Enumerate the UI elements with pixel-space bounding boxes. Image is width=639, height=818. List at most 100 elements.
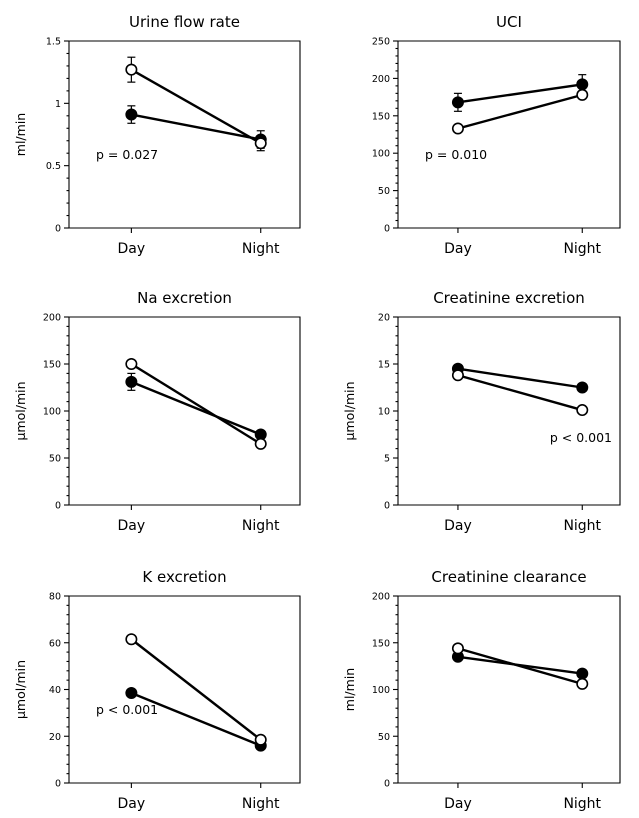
p-value-annotation: p = 0.010	[425, 147, 487, 162]
chart-panel-2: UCI 0 50 100 150 200 250 Day Night p = 0.010	[372, 13, 621, 257]
plot-frame	[68, 595, 301, 784]
x-tick-label: Night	[242, 241, 280, 257]
chart-panel-6: Creatinine clearance ml/min 0 50 100 150 200 Da…	[342, 568, 621, 812]
x-tick-label: Night	[242, 796, 280, 812]
data-point-open	[576, 677, 589, 690]
y-axis-label: μmol/min	[342, 381, 357, 440]
plot-frame	[397, 40, 621, 229]
chart-title: Na excretion	[137, 289, 232, 307]
y-tick-label: 0	[55, 501, 61, 512]
y-tick-label: 0	[55, 779, 61, 790]
y-tick-label: 50	[49, 454, 61, 465]
y-tick-label: 200	[372, 592, 390, 603]
plot-frame	[397, 595, 621, 784]
data-point-open	[451, 369, 464, 382]
y-tick-label: 150	[372, 638, 390, 649]
data-point-filled	[125, 375, 138, 388]
y-tick-label: 200	[372, 74, 390, 85]
x-tick-label: Night	[563, 796, 601, 812]
data-point-filled	[125, 108, 138, 121]
x-tick-label: Night	[563, 241, 601, 257]
data-point-filled	[125, 687, 138, 700]
y-tick-label: 0	[384, 224, 390, 235]
y-axis-label: ml/min	[342, 668, 357, 711]
x-tick-label: Night	[563, 518, 601, 534]
series-line-open	[457, 93, 583, 130]
y-tick-label: 0.5	[46, 161, 61, 172]
series-line-open	[457, 647, 583, 686]
data-point-open	[254, 437, 267, 450]
y-tick-label: 0	[55, 224, 61, 235]
x-tick-label: Night	[242, 518, 280, 534]
x-tick-label: Day	[444, 241, 472, 257]
data-point-open	[576, 88, 589, 101]
y-axis-label: ml/min	[13, 113, 28, 156]
x-tick-label: Day	[118, 796, 146, 812]
y-tick-label: 50	[378, 732, 390, 743]
chart-title: Creatinine excretion	[433, 289, 585, 307]
chart-panel-1: Urine flow rate ml/min 0 0.5 1 1.5 Day Night p =…	[13, 13, 301, 257]
y-tick-label: 5	[384, 454, 390, 465]
data-point-open	[125, 63, 138, 76]
chart-panel-3: Na excretion μmol/min 0 50 100 150 200 Day Night	[13, 289, 301, 534]
y-tick-label: 20	[49, 732, 61, 743]
series-line-open	[130, 68, 262, 145]
y-tick-label: 250	[372, 37, 390, 48]
series-line-open	[130, 362, 262, 445]
plot-frame	[68, 316, 301, 506]
y-tick-label: 100	[43, 407, 61, 418]
chart-panel-5: K excretion μmol/min 0 20 40 60 80 Day Night p < …	[13, 568, 301, 812]
data-point-open	[125, 633, 138, 646]
chart-panel-4: Creatinine excretion μmol/min 0 5 10 15 20 Day N…	[342, 289, 621, 534]
x-tick-label: Day	[118, 241, 146, 257]
y-tick-label: 10	[378, 407, 390, 418]
data-point-open	[254, 137, 267, 150]
plot-frame	[397, 316, 621, 506]
x-tick-label: Day	[444, 518, 472, 534]
series-line-filled	[457, 367, 583, 389]
y-tick-label: 60	[49, 638, 61, 649]
data-point-filled	[451, 96, 464, 109]
y-tick-label: 20	[378, 313, 390, 324]
p-value-annotation: p = 0.027	[96, 147, 158, 162]
series-line-filled	[130, 380, 262, 436]
chart-title: UCI	[496, 13, 522, 31]
plot-frame	[68, 40, 301, 229]
series-line-open	[130, 638, 262, 741]
y-tick-label: 15	[378, 360, 390, 371]
series-line-filled	[130, 691, 262, 747]
y-tick-label: 50	[378, 186, 390, 197]
y-tick-label: 0	[384, 779, 390, 790]
y-tick-label: 1	[55, 99, 61, 110]
y-tick-label: 40	[49, 685, 61, 696]
data-point-open	[451, 642, 464, 655]
data-point-filled	[576, 78, 589, 91]
x-tick-label: Day	[118, 518, 146, 534]
data-point-open	[451, 122, 464, 135]
y-tick-label: 1.5	[46, 37, 61, 48]
p-value-annotation: p < 0.001	[96, 702, 158, 717]
data-point-filled	[576, 381, 589, 394]
chart-title: Creatinine clearance	[431, 568, 586, 586]
chart-title: K excretion	[142, 568, 226, 586]
series-line-filled	[457, 83, 583, 104]
data-point-filled	[576, 667, 589, 680]
y-axis-label: μmol/min	[13, 381, 28, 440]
y-axis-label: μmol/min	[13, 660, 28, 719]
data-point-open	[125, 357, 138, 370]
data-point-open	[576, 404, 589, 417]
x-tick-label: Day	[444, 796, 472, 812]
p-value-annotation: p < 0.001	[550, 430, 612, 445]
series-line-open	[457, 374, 583, 412]
y-tick-label: 0	[384, 501, 390, 512]
y-tick-label: 150	[372, 111, 390, 122]
y-tick-label: 100	[372, 685, 390, 696]
y-tick-label: 200	[43, 313, 61, 324]
y-tick-label: 80	[49, 592, 61, 603]
chart-title: Urine flow rate	[129, 13, 240, 31]
y-tick-label: 150	[43, 360, 61, 371]
y-tick-label: 100	[372, 149, 390, 160]
data-point-open	[254, 733, 267, 746]
series-line-filled	[131, 113, 261, 141]
